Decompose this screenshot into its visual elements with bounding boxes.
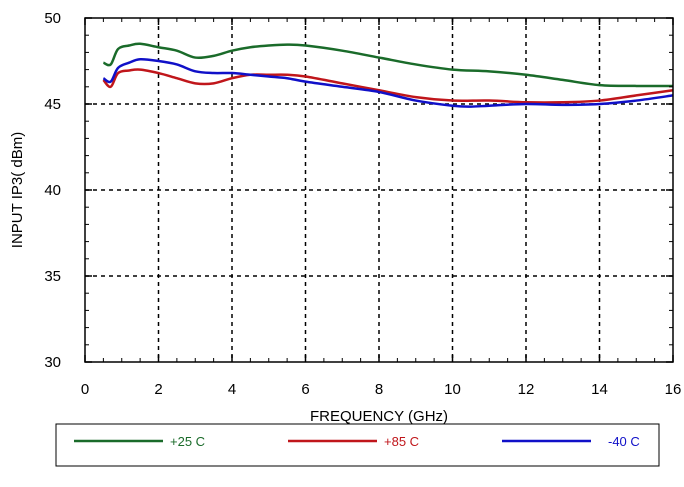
tick-labels: 0 2 4 6 8 10 12 14 16 30 35 40 45 50 <box>44 10 681 398</box>
series-lines <box>102 42 674 108</box>
legend-label-2: -40 C <box>608 434 640 449</box>
axis-ticks <box>84 17 674 363</box>
x-axis-label: FREQUENCY (GHz) <box>310 408 448 425</box>
x-tick-label: 0 <box>81 381 89 398</box>
x-tick-label: 10 <box>444 381 461 398</box>
y-tick-label: 30 <box>44 354 61 371</box>
x-tick-label: 8 <box>375 381 383 398</box>
legend-label-0: +25 C <box>170 434 205 449</box>
series-line-2 <box>102 57 674 108</box>
y-tick-label: 45 <box>44 96 61 113</box>
x-tick-label: 4 <box>228 381 236 398</box>
legend: +25 C +85 C -40 C <box>74 434 640 449</box>
x-tick-label: 16 <box>665 381 682 398</box>
series-line-0 <box>102 42 674 88</box>
x-tick-label: 14 <box>591 381 608 398</box>
series-line-1 <box>102 68 674 104</box>
y-tick-label: 50 <box>44 10 61 27</box>
y-axis-label: INPUT IP3( dBm) <box>9 132 26 248</box>
y-tick-label: 40 <box>44 182 61 199</box>
legend-label-1: +85 C <box>384 434 419 449</box>
x-tick-label: 2 <box>154 381 162 398</box>
legend-box <box>55 423 660 467</box>
y-tick-label: 35 <box>44 268 61 285</box>
x-tick-label: 12 <box>518 381 535 398</box>
x-tick-label: 6 <box>301 381 309 398</box>
